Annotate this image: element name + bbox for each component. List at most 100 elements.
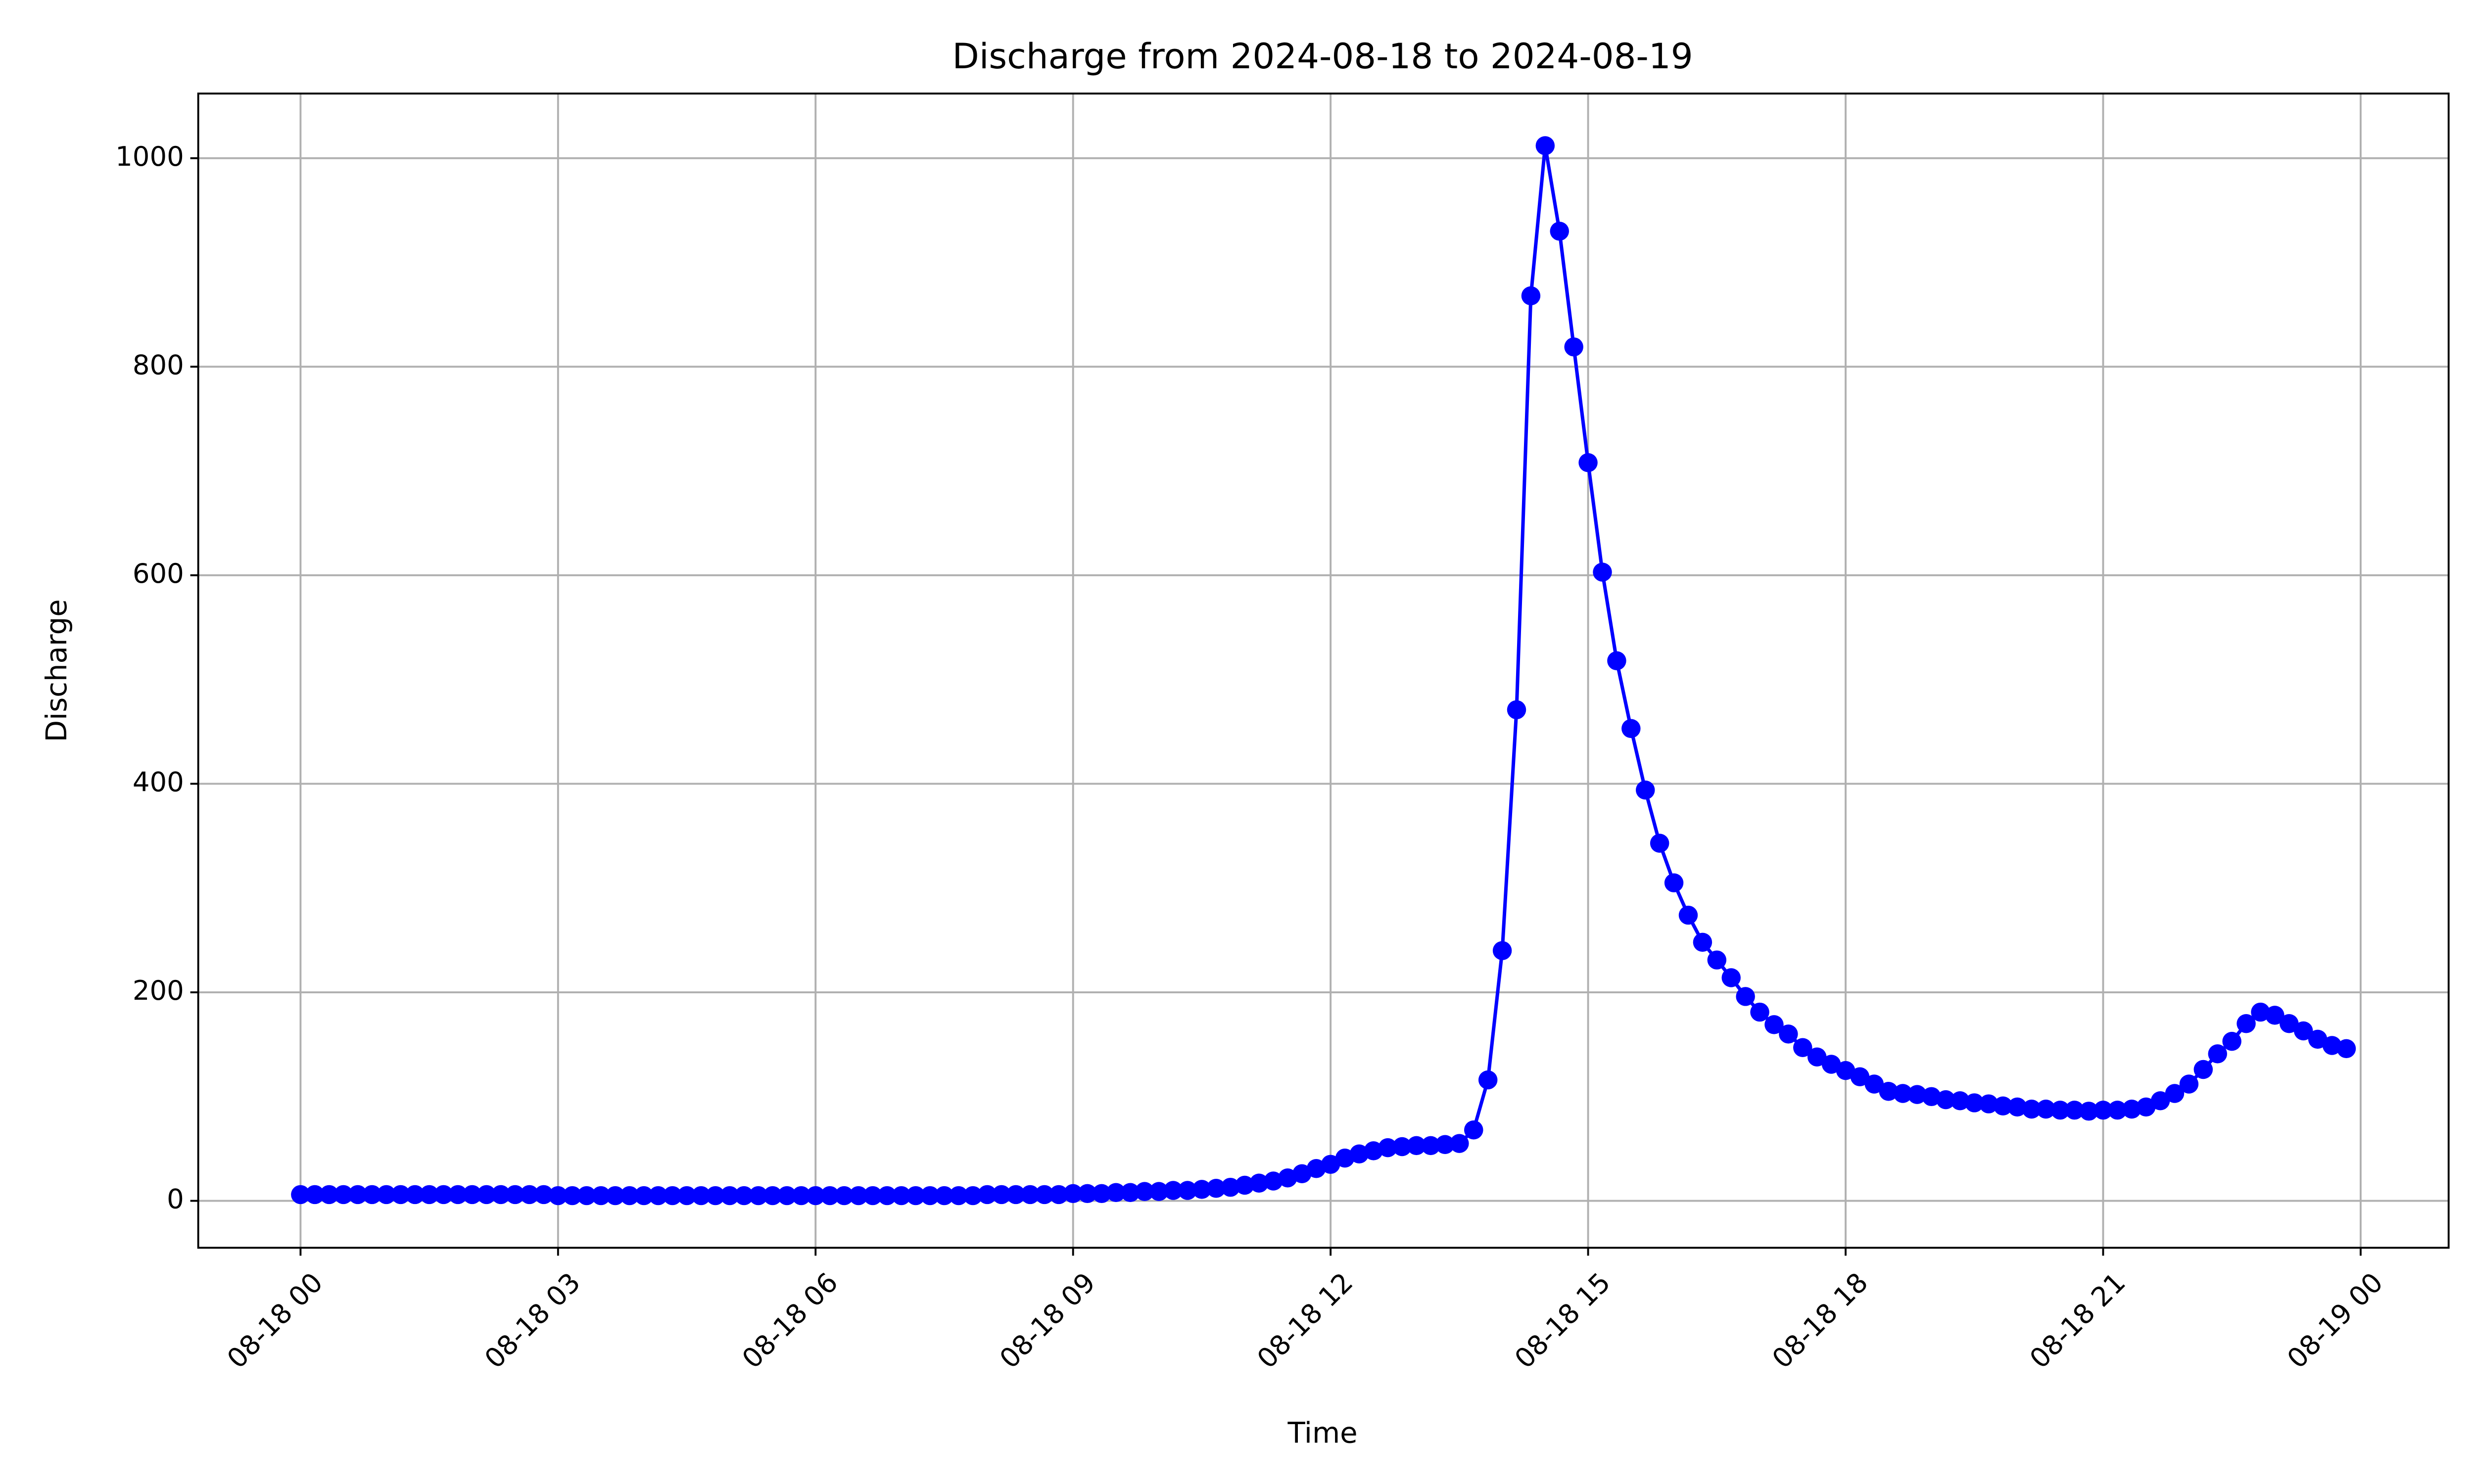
data-point bbox=[1163, 1181, 1183, 1200]
data-point bbox=[1736, 987, 1755, 1006]
data-point bbox=[2065, 1100, 2084, 1120]
data-point bbox=[505, 1185, 525, 1205]
data-point bbox=[734, 1186, 754, 1206]
data-point bbox=[520, 1185, 539, 1205]
data-point bbox=[1421, 1136, 1440, 1156]
data-point bbox=[1049, 1185, 1069, 1205]
data-point bbox=[820, 1186, 840, 1206]
data-point bbox=[1035, 1185, 1054, 1205]
data-point bbox=[2108, 1100, 2127, 1120]
data-point bbox=[2122, 1099, 2141, 1119]
data-point bbox=[1378, 1138, 1398, 1158]
data-point bbox=[1392, 1137, 1412, 1157]
data-point bbox=[2036, 1099, 2056, 1119]
data-point bbox=[1407, 1136, 1426, 1156]
data-point bbox=[1564, 337, 1583, 357]
data-point bbox=[977, 1185, 997, 1205]
data-point bbox=[1507, 700, 1526, 720]
data-point bbox=[663, 1186, 682, 1206]
y-tick-label: 0 bbox=[167, 1183, 184, 1215]
data-point bbox=[1321, 1155, 1340, 1174]
data-point bbox=[1821, 1055, 1841, 1074]
data-point bbox=[377, 1185, 396, 1205]
data-point bbox=[1278, 1168, 1297, 1188]
data-point bbox=[1306, 1159, 1326, 1178]
data-point bbox=[1092, 1184, 1111, 1204]
data-point bbox=[1349, 1144, 1369, 1163]
data-point bbox=[1607, 651, 1626, 670]
data-point bbox=[534, 1185, 554, 1205]
data-point bbox=[477, 1185, 496, 1205]
data-point bbox=[1779, 1024, 1798, 1044]
data-point bbox=[2265, 1006, 2284, 1025]
data-point bbox=[305, 1185, 325, 1205]
data-point bbox=[1850, 1067, 1870, 1086]
y-tick-label: 800 bbox=[133, 349, 184, 380]
y-tick-label: 1000 bbox=[115, 140, 184, 172]
data-point bbox=[1492, 941, 1512, 960]
data-point bbox=[2308, 1029, 2328, 1049]
data-point bbox=[463, 1185, 482, 1205]
data-point bbox=[1750, 1002, 1769, 1022]
data-point bbox=[1249, 1173, 1269, 1193]
data-point bbox=[591, 1186, 611, 1206]
y-tick-label: 200 bbox=[133, 974, 184, 1006]
data-point bbox=[1922, 1087, 1941, 1107]
data-point bbox=[1764, 1015, 1784, 1034]
data-point bbox=[1435, 1135, 1455, 1154]
data-point bbox=[362, 1185, 382, 1205]
data-point bbox=[606, 1186, 625, 1206]
data-point bbox=[1907, 1085, 1927, 1104]
data-point bbox=[448, 1185, 468, 1205]
data-point bbox=[1235, 1175, 1254, 1195]
data-point bbox=[420, 1185, 439, 1205]
data-point bbox=[749, 1186, 768, 1206]
data-point bbox=[935, 1186, 954, 1206]
data-point bbox=[2136, 1097, 2156, 1117]
data-point bbox=[348, 1185, 368, 1205]
data-point bbox=[1078, 1184, 1097, 1204]
data-point bbox=[1864, 1074, 1884, 1094]
data-point bbox=[1650, 834, 1669, 853]
plot-frame bbox=[197, 93, 2450, 1249]
data-point bbox=[2050, 1100, 2070, 1120]
x-axis-label: Time bbox=[1287, 1416, 1357, 1449]
data-point bbox=[963, 1186, 983, 1206]
data-point bbox=[949, 1186, 968, 1206]
data-point bbox=[2336, 1039, 2356, 1059]
data-point bbox=[2208, 1044, 2227, 1064]
data-point bbox=[1693, 932, 1713, 952]
data-point bbox=[1464, 1120, 1483, 1140]
data-point bbox=[1593, 562, 1612, 582]
data-point bbox=[2322, 1036, 2342, 1055]
data-point bbox=[1221, 1177, 1240, 1197]
data-point bbox=[2280, 1014, 2299, 1033]
y-tick-label: 600 bbox=[133, 557, 184, 589]
data-point bbox=[2251, 1002, 2270, 1022]
data-point bbox=[777, 1186, 797, 1206]
data-point bbox=[1264, 1171, 1283, 1191]
data-point bbox=[1836, 1061, 1856, 1080]
data-point bbox=[434, 1185, 453, 1205]
data-point bbox=[319, 1185, 339, 1205]
data-point bbox=[892, 1186, 911, 1206]
data-point bbox=[1106, 1183, 1126, 1202]
data-point bbox=[806, 1186, 825, 1206]
data-point bbox=[706, 1186, 725, 1206]
data-point bbox=[1478, 1070, 1498, 1090]
data-point bbox=[1450, 1134, 1469, 1153]
data-point bbox=[1664, 873, 1684, 892]
data-point bbox=[1721, 968, 1741, 987]
data-point bbox=[1149, 1182, 1169, 1201]
data-point bbox=[1292, 1164, 1312, 1184]
data-point bbox=[1192, 1180, 1212, 1199]
data-point bbox=[2294, 1021, 2313, 1041]
data-point bbox=[691, 1186, 711, 1206]
data-point bbox=[1550, 222, 1569, 241]
data-point bbox=[720, 1186, 740, 1206]
data-point bbox=[2007, 1097, 2027, 1117]
data-point bbox=[1636, 780, 1655, 800]
